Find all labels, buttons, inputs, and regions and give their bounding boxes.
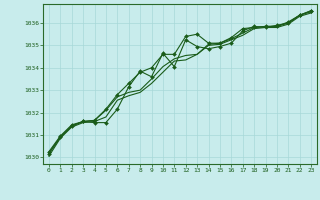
- Text: Graphe pression niveau de la mer (hPa): Graphe pression niveau de la mer (hPa): [58, 184, 262, 193]
